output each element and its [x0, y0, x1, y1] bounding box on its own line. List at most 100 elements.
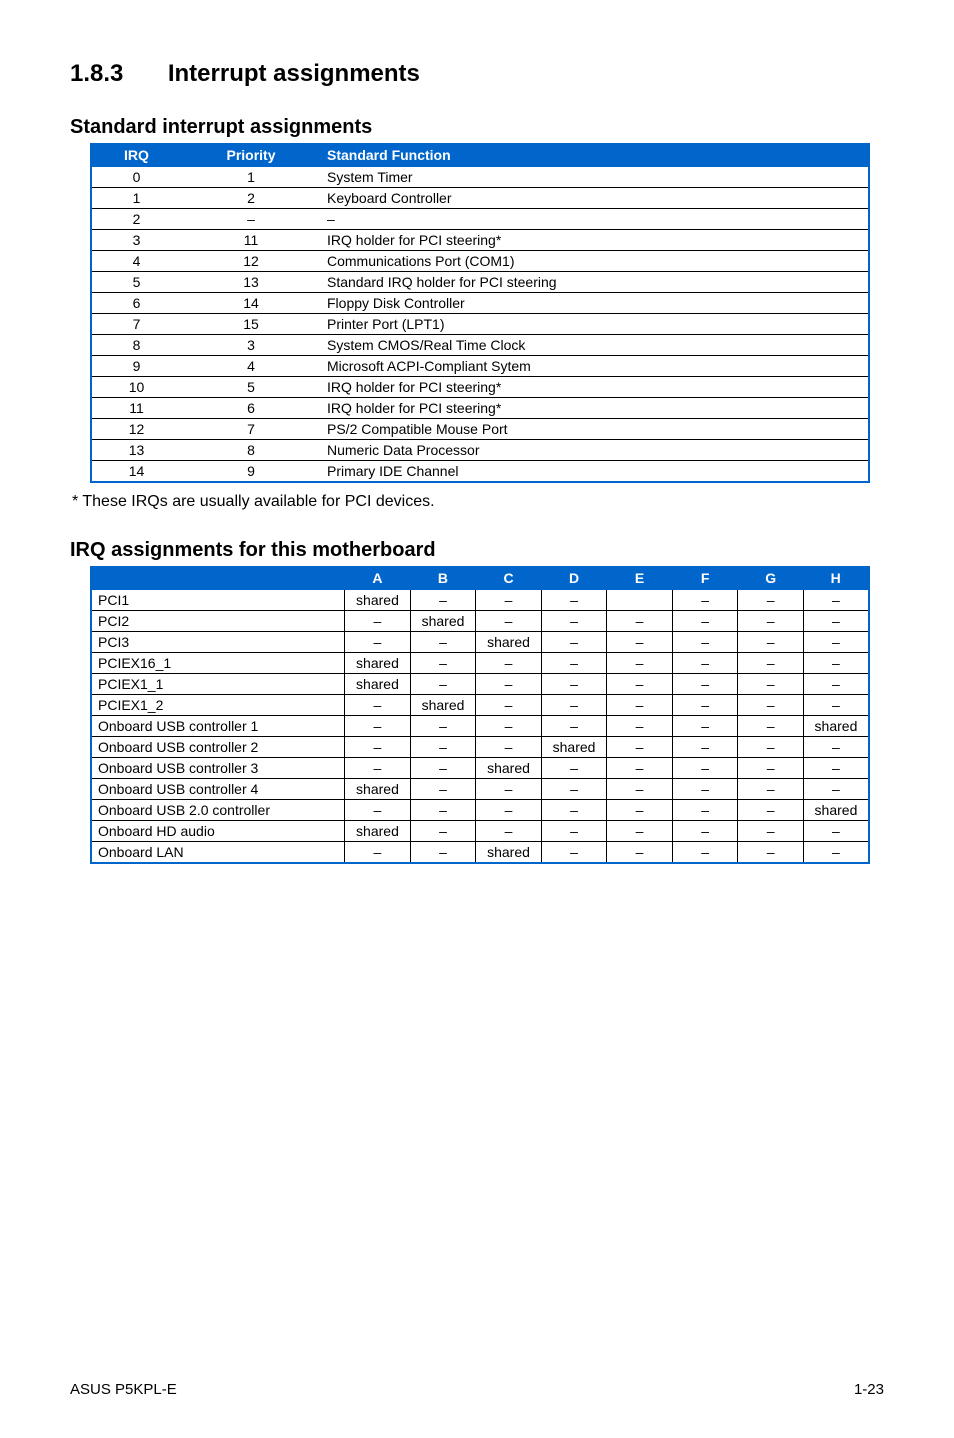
cell-value: –	[738, 716, 804, 737]
cell-value: –	[803, 653, 869, 674]
cell-label: Onboard USB 2.0 controller	[91, 800, 345, 821]
table-row: 105IRQ holder for PCI steering*	[91, 377, 869, 398]
page-footer: ASUS P5KPL-E 1-23	[70, 1381, 884, 1398]
table-row: 12Keyboard Controller	[91, 188, 869, 209]
cell-function: Microsoft ACPI-Compliant Sytem	[321, 356, 869, 377]
cell-function: –	[321, 209, 869, 230]
col-d: D	[541, 566, 607, 590]
cell-value: –	[607, 800, 673, 821]
cell-value: –	[672, 821, 738, 842]
cell-value: –	[803, 632, 869, 653]
table-row: 149Primary IDE Channel	[91, 461, 869, 483]
table-row: 138Numeric Data Processor	[91, 440, 869, 461]
cell-value: –	[410, 758, 476, 779]
cell-value: –	[541, 695, 607, 716]
cell-value: –	[410, 821, 476, 842]
cell-value: shared	[410, 695, 476, 716]
cell-value: –	[738, 632, 804, 653]
cell-value: –	[476, 716, 542, 737]
cell-label: PCI2	[91, 611, 345, 632]
cell-irq: 2	[91, 209, 181, 230]
assign-heading: IRQ assignments for this motherboard	[70, 539, 884, 562]
cell-irq: 12	[91, 419, 181, 440]
cell-value: –	[607, 611, 673, 632]
cell-priority: 1	[181, 167, 321, 188]
footnote: * These IRQs are usually available for P…	[72, 493, 884, 511]
cell-function: PS/2 Compatible Mouse Port	[321, 419, 869, 440]
cell-value: –	[410, 716, 476, 737]
cell-value: –	[738, 674, 804, 695]
cell-value: –	[541, 653, 607, 674]
cell-function: System Timer	[321, 167, 869, 188]
cell-value	[607, 590, 673, 611]
cell-label: Onboard USB controller 1	[91, 716, 345, 737]
cell-priority: 4	[181, 356, 321, 377]
cell-value: –	[476, 674, 542, 695]
section-title: Interrupt assignments	[168, 60, 420, 88]
cell-value: –	[738, 842, 804, 864]
table-row: Onboard USB controller 2–––shared––––	[91, 737, 869, 758]
cell-value: shared	[476, 632, 542, 653]
cell-priority: 2	[181, 188, 321, 209]
table-row: Onboard USB controller 1–––––––shared	[91, 716, 869, 737]
table-row: 94Microsoft ACPI-Compliant Sytem	[91, 356, 869, 377]
cell-value: shared	[803, 800, 869, 821]
cell-value: –	[541, 590, 607, 611]
cell-value: –	[672, 653, 738, 674]
cell-priority: 11	[181, 230, 321, 251]
table-row: Onboard LAN––shared–––––	[91, 842, 869, 864]
cell-value: –	[541, 779, 607, 800]
cell-value: –	[672, 716, 738, 737]
cell-value: shared	[476, 758, 542, 779]
cell-value: –	[738, 611, 804, 632]
cell-priority: –	[181, 209, 321, 230]
cell-value: –	[476, 737, 542, 758]
cell-value: shared	[345, 590, 411, 611]
cell-value: –	[476, 611, 542, 632]
cell-value: –	[738, 779, 804, 800]
col-irq: IRQ	[91, 143, 181, 167]
cell-irq: 6	[91, 293, 181, 314]
cell-value: –	[541, 842, 607, 864]
table-row: 01System Timer	[91, 167, 869, 188]
cell-irq: 11	[91, 398, 181, 419]
table-row: 412Communications Port (COM1)	[91, 251, 869, 272]
col-e: E	[607, 566, 673, 590]
cell-value: –	[476, 821, 542, 842]
cell-value: –	[672, 590, 738, 611]
cell-function: Numeric Data Processor	[321, 440, 869, 461]
cell-value: –	[738, 695, 804, 716]
footer-left: ASUS P5KPL-E	[70, 1381, 177, 1398]
table-row: PCI1shared––––––	[91, 590, 869, 611]
col-label	[91, 566, 345, 590]
cell-value: –	[476, 800, 542, 821]
cell-irq: 10	[91, 377, 181, 398]
cell-irq: 13	[91, 440, 181, 461]
cell-value: –	[738, 821, 804, 842]
cell-value: –	[607, 674, 673, 695]
cell-function: System CMOS/Real Time Clock	[321, 335, 869, 356]
cell-priority: 15	[181, 314, 321, 335]
table-row: PCI3––shared–––––	[91, 632, 869, 653]
cell-value: –	[803, 842, 869, 864]
cell-label: Onboard HD audio	[91, 821, 345, 842]
cell-value: –	[607, 758, 673, 779]
cell-value: –	[672, 611, 738, 632]
table-row: 127PS/2 Compatible Mouse Port	[91, 419, 869, 440]
cell-irq: 4	[91, 251, 181, 272]
cell-function: IRQ holder for PCI steering*	[321, 377, 869, 398]
cell-value: –	[345, 632, 411, 653]
cell-value: –	[738, 653, 804, 674]
col-priority: Priority	[181, 143, 321, 167]
cell-priority: 12	[181, 251, 321, 272]
cell-value: –	[345, 737, 411, 758]
table-row: 513Standard IRQ holder for PCI steering	[91, 272, 869, 293]
cell-label: Onboard USB controller 2	[91, 737, 345, 758]
cell-value: –	[476, 653, 542, 674]
table-row: PCIEX16_1shared–––––––	[91, 653, 869, 674]
cell-value: –	[410, 653, 476, 674]
col-c: C	[476, 566, 542, 590]
cell-priority: 13	[181, 272, 321, 293]
cell-value: –	[410, 737, 476, 758]
cell-function: Floppy Disk Controller	[321, 293, 869, 314]
